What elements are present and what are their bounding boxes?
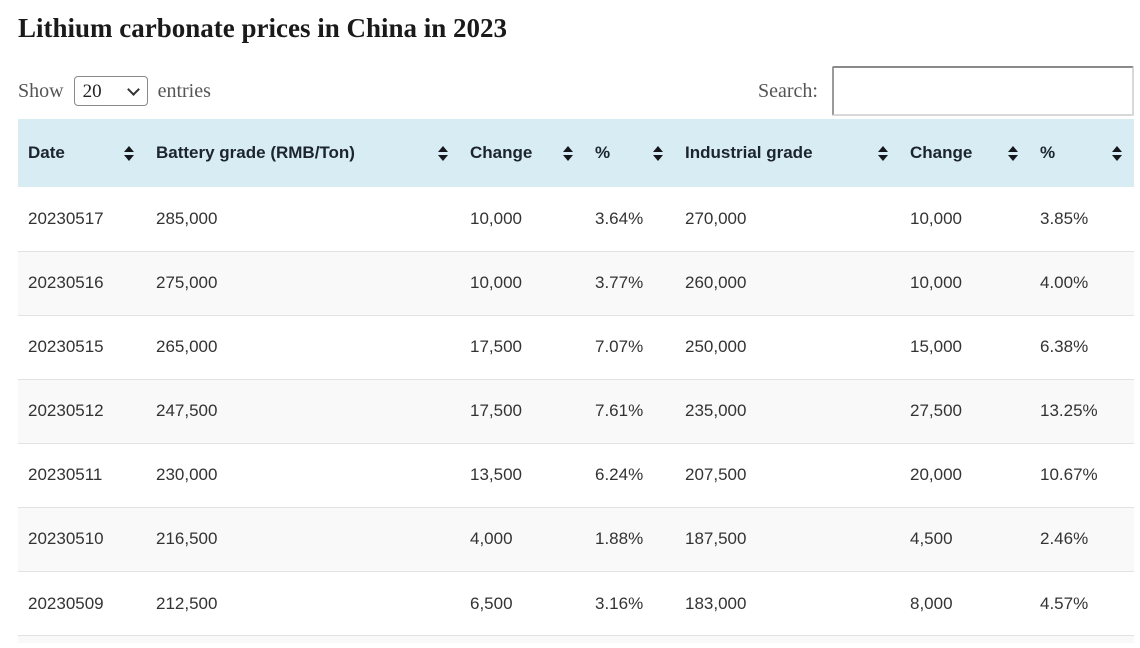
cell-battery-change-pct: 3.64% <box>595 209 644 229</box>
page-size-select-wrap: 20 <box>73 76 148 107</box>
cell-battery-change: 17,500 <box>460 378 585 444</box>
search-control: Search: <box>758 66 1134 117</box>
column-label: Date <box>28 143 65 163</box>
table-row: 20230512 247,500 17,500 7.61% 235,000 27,500 1… <box>18 378 1134 444</box>
partial-next-row <box>18 635 1134 644</box>
column-header-industrial-change[interactable]: Change <box>900 119 1030 188</box>
page-size-select[interactable]: 20 <box>73 76 148 107</box>
cell-industrial-grade: 187,500 <box>675 506 900 572</box>
cell-battery-grade: 275,000 <box>146 250 460 316</box>
column-label: Change <box>910 143 973 163</box>
cell-industrial-change: 15,000 <box>900 314 1030 380</box>
cell-battery-grade: 212,500 <box>146 570 460 636</box>
table-body: 20230517 285,000 10,000 3.64% 270,000 10,000 3… <box>18 187 1134 636</box>
sort-icon <box>563 145 573 161</box>
cell-battery-change-pct: 3.77% <box>585 250 675 316</box>
column-header-battery-grade[interactable]: Battery grade (RMB/Ton) <box>146 119 460 188</box>
table-row: 20230517 285,000 10,000 3.64% 270,000 10,000 3… <box>18 187 1134 252</box>
cell-industrial-change: 27,500 <box>900 378 1030 444</box>
cell-battery-change-pct: 6.24% <box>585 442 675 508</box>
page-title: Lithium carbonate prices in China in 202… <box>18 13 508 43</box>
column-header-date[interactable]: Date <box>18 119 146 188</box>
cell-battery-grade: 216,500 <box>146 506 460 572</box>
cell-date: 20230511 <box>18 442 146 508</box>
table-controls: Show 20 entries Search: <box>18 66 1134 117</box>
cell-battery-change-pct: 7.07% <box>585 314 675 380</box>
cell-battery-change: 13,500 <box>460 442 585 508</box>
table-row: 20230511 230,000 13,500 6.24% 207,500 20,000 1… <box>18 442 1134 508</box>
cell-date: 20230516 <box>18 250 146 316</box>
table-header: Date Battery grade (RMB/Ton) Change % In… <box>18 119 1134 188</box>
cell-battery-change: 10,000 <box>470 209 522 229</box>
cell-industrial-grade: 207,500 <box>675 442 900 508</box>
cell-date: 20230515 <box>18 314 146 380</box>
cell-industrial-change-pct: 4.00% <box>1030 250 1134 316</box>
column-label: Change <box>470 143 533 163</box>
cell-industrial-grade: 260,000 <box>675 250 900 316</box>
lithium-prices-table: Date Battery grade (RMB/Ton) Change % In… <box>18 119 1134 636</box>
column-header-battery-change[interactable]: Change <box>460 119 585 188</box>
cell-battery-change-pct: 1.88% <box>585 506 675 572</box>
cell-battery-grade: 247,500 <box>146 378 460 444</box>
search-label: Search: <box>758 79 818 102</box>
cell-industrial-change-pct: 10.67% <box>1030 442 1134 508</box>
column-header-battery-change-pct[interactable]: % <box>585 119 675 188</box>
cell-battery-change: 4,000 <box>460 506 585 572</box>
cell-industrial-change: 4,500 <box>900 506 1030 572</box>
cell-industrial-change-pct: 13.25% <box>1030 378 1134 444</box>
sort-icon <box>878 145 888 161</box>
column-header-industrial-change-pct[interactable]: % <box>1030 119 1134 188</box>
table-row: 20230509 212,500 6,500 3.16% 183,000 8,000 4.5… <box>18 570 1134 636</box>
cell-industrial-change: 20,000 <box>900 442 1030 508</box>
column-label: % <box>1040 143 1056 163</box>
cell-industrial-change-pct: 6.38% <box>1030 314 1134 380</box>
cell-date: 20230509 <box>18 570 146 636</box>
cell-battery-change: 17,500 <box>460 314 585 380</box>
sort-icon <box>653 145 663 161</box>
column-label: % <box>595 143 611 163</box>
show-label: Show <box>18 79 64 102</box>
cell-battery-grade: 285,000 <box>156 209 218 229</box>
cell-industrial-change-pct: 4.57% <box>1030 570 1134 636</box>
cell-industrial-grade: 235,000 <box>675 378 900 444</box>
cell-industrial-grade: 270,000 <box>685 209 747 229</box>
search-input[interactable] <box>832 66 1134 117</box>
cell-industrial-grade: 183,000 <box>675 570 900 636</box>
cell-battery-change: 10,000 <box>460 250 585 316</box>
cell-industrial-change: 10,000 <box>900 250 1030 316</box>
entries-label: entries <box>157 79 211 102</box>
entries-length-control: Show 20 entries <box>18 76 211 107</box>
cell-date: 20230517 <box>28 209 104 229</box>
column-header-industrial-grade[interactable]: Industrial grade <box>675 119 900 188</box>
column-label: Industrial grade <box>685 143 813 163</box>
column-label: Battery grade (RMB/Ton) <box>156 143 355 163</box>
sort-icon <box>1112 145 1122 161</box>
cell-battery-change-pct: 3.16% <box>585 570 675 636</box>
cell-industrial-change: 10,000 <box>910 209 962 229</box>
cell-industrial-change-pct: 3.85% <box>1040 209 1089 229</box>
sort-icon <box>438 145 448 161</box>
cell-industrial-change-pct: 2.46% <box>1030 506 1134 572</box>
sort-icon <box>124 145 134 161</box>
cell-date: 20230512 <box>18 378 146 444</box>
sort-icon <box>1008 145 1018 161</box>
cell-battery-grade: 230,000 <box>146 442 460 508</box>
cell-battery-change: 6,500 <box>460 570 585 636</box>
table-row: 20230516 275,000 10,000 3.77% 260,000 10,000 4… <box>18 250 1134 316</box>
table-row: 20230515 265,000 17,500 7.07% 250,000 15,000 6… <box>18 314 1134 380</box>
cell-battery-change-pct: 7.61% <box>585 378 675 444</box>
cell-battery-grade: 265,000 <box>146 314 460 380</box>
cell-industrial-change: 8,000 <box>900 570 1030 636</box>
cell-industrial-grade: 250,000 <box>675 314 900 380</box>
cell-date: 20230510 <box>18 506 146 572</box>
table-row: 20230510 216,500 4,000 1.88% 187,500 4,500 2.4… <box>18 506 1134 572</box>
